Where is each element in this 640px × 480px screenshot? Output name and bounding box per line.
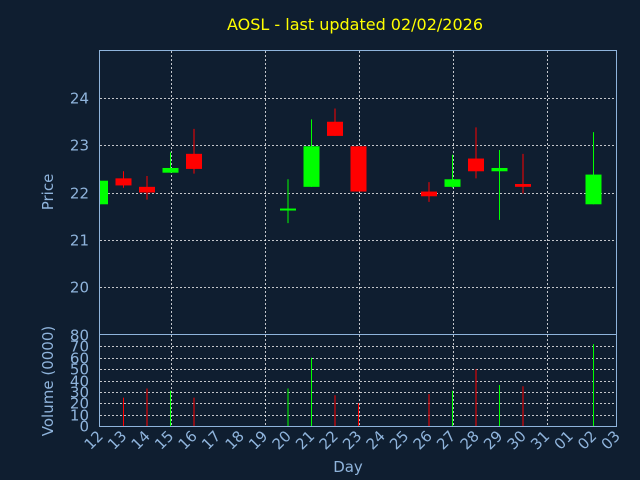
volume-tick-label: 30 bbox=[70, 384, 89, 402]
candle-body bbox=[100, 180, 108, 205]
volume-axis-label: Volume (0000) bbox=[39, 326, 57, 436]
candle bbox=[99, 180, 108, 205]
candle bbox=[421, 182, 437, 202]
candle bbox=[585, 132, 602, 205]
candle-body bbox=[280, 208, 296, 211]
candle bbox=[444, 154, 461, 188]
x-tick-labels: 1213141516171819202122232425262728293031… bbox=[81, 427, 624, 453]
candle-body bbox=[162, 167, 179, 173]
candle bbox=[350, 146, 367, 192]
candle bbox=[303, 119, 320, 187]
candle-body bbox=[421, 191, 437, 197]
candle-body bbox=[186, 153, 202, 169]
candle-body bbox=[515, 184, 531, 187]
candles bbox=[99, 108, 602, 224]
price-tick-label: 20 bbox=[70, 279, 89, 297]
price-axis-label: Price bbox=[39, 174, 57, 211]
candle-body bbox=[585, 174, 602, 205]
price-tick-label: 23 bbox=[70, 137, 89, 155]
volume-tick-label: 40 bbox=[70, 373, 89, 391]
candle bbox=[115, 171, 132, 188]
volume-tick-label: 80 bbox=[70, 327, 89, 345]
price-tick-label: 22 bbox=[70, 185, 89, 203]
candle bbox=[491, 150, 508, 220]
candle bbox=[139, 175, 155, 200]
volume-bars bbox=[123, 344, 594, 426]
candle-body bbox=[350, 146, 367, 192]
volume-tick-label: 0 bbox=[79, 418, 89, 436]
volume-tick-label: 10 bbox=[70, 407, 89, 425]
volume-tick-label: 60 bbox=[70, 350, 89, 368]
price-tick-labels: 20 21 22 23 24 bbox=[70, 90, 89, 297]
candle bbox=[162, 152, 179, 173]
x-axis-label: Day bbox=[333, 458, 363, 476]
candle-body bbox=[139, 186, 155, 193]
volume-tick-label: 70 bbox=[70, 338, 89, 356]
volume-tick-label: 20 bbox=[70, 395, 89, 413]
candle bbox=[515, 153, 531, 194]
volume-panel-frame bbox=[99, 334, 617, 427]
price-grid bbox=[100, 51, 616, 334]
candle bbox=[327, 108, 343, 136]
candle-body bbox=[303, 146, 320, 187]
candle-body bbox=[491, 167, 508, 172]
candle bbox=[186, 128, 202, 174]
price-tick-label: 21 bbox=[70, 232, 89, 250]
candle-body bbox=[468, 158, 484, 172]
volume-tick-label: 50 bbox=[70, 361, 89, 379]
candle bbox=[468, 127, 484, 179]
candle-body bbox=[327, 121, 343, 136]
price-tick-label: 24 bbox=[70, 90, 89, 108]
candle-body bbox=[115, 178, 132, 186]
candle-body bbox=[444, 179, 461, 187]
candle bbox=[280, 179, 296, 224]
chart-title: AOSL - last updated 02/02/2026 bbox=[227, 15, 483, 34]
